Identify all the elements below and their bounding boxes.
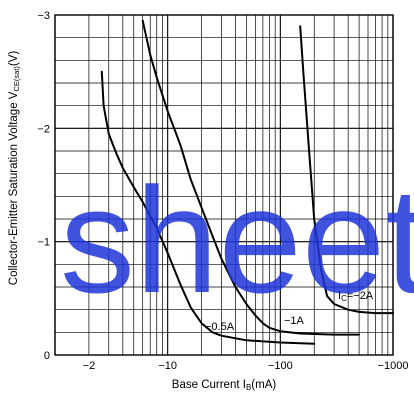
tick-labels: −2 −10 −100 −1000 0 −1 −2 −3: [37, 10, 408, 372]
y-tick-label: −1: [37, 237, 50, 249]
series-line: [299, 25, 394, 315]
watermark-text: sheet: [60, 156, 414, 324]
x-tick-label: −100: [268, 360, 293, 372]
y-axis-title: Collector-Emitter Saturation Voltage VCE…: [8, 51, 21, 286]
curve-labels: −0.5A −1A IC=−2A: [205, 290, 374, 333]
x-axis-title: Base Current IB(mA): [172, 379, 277, 392]
y-tick-label: −2: [37, 123, 50, 135]
series-lines: [100, 19, 394, 345]
y-tick-label: 0: [44, 350, 50, 362]
grid: [54, 14, 394, 356]
x-tick-label: −1000: [378, 360, 409, 372]
x-tick-label: −10: [158, 360, 177, 372]
curve-label-0.5a: −0.5A: [205, 321, 235, 333]
y-tick-label: −3: [37, 10, 50, 22]
series-line: [141, 19, 361, 336]
plot-frame: [54, 14, 394, 356]
axis-titles: Base Current IB(mA) Collector-Emitter Sat…: [8, 51, 276, 392]
series-line: [100, 70, 316, 345]
curve-label-1a: −1A: [284, 315, 305, 327]
x-tick-label: −2: [83, 360, 96, 372]
curve-label-2a: IC=−2A: [338, 290, 374, 303]
